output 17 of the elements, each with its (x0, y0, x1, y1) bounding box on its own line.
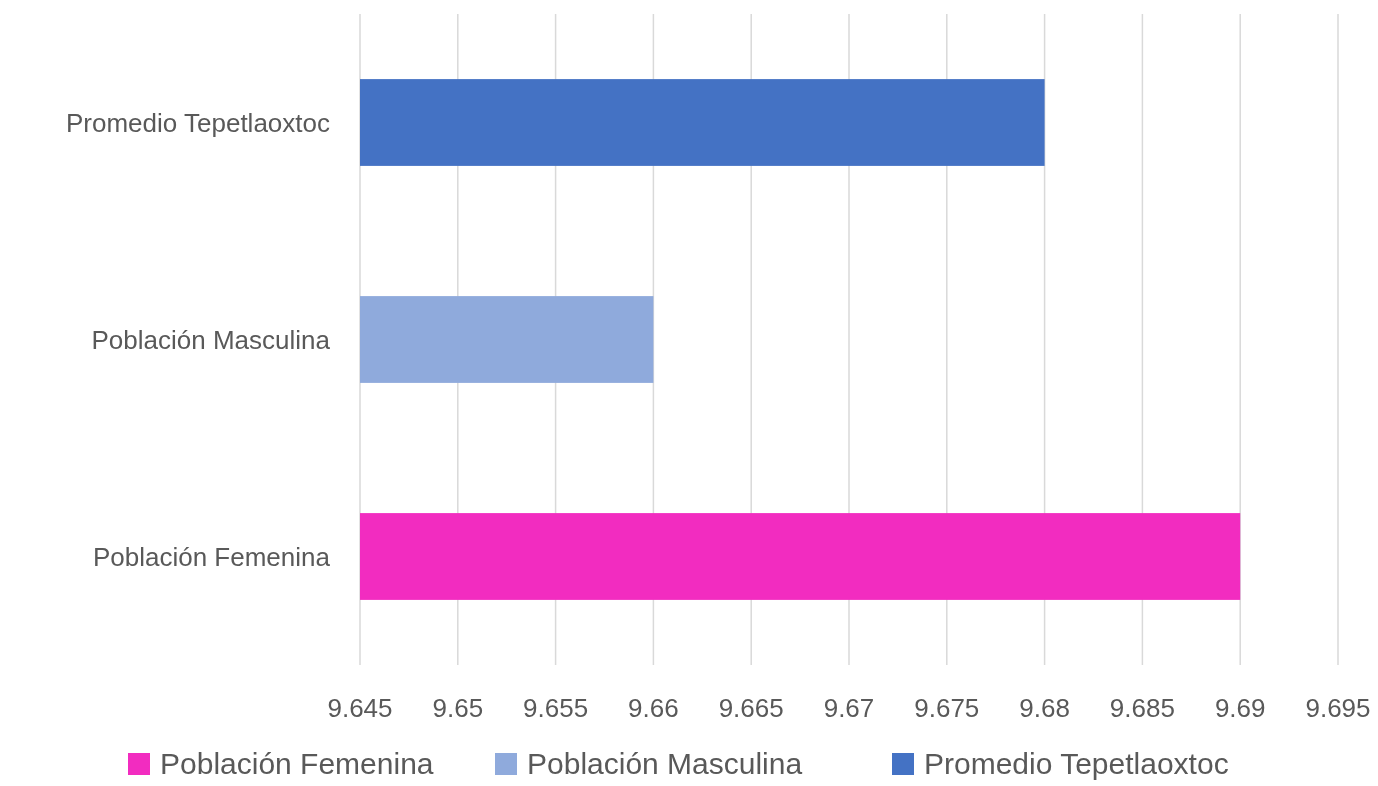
legend-label: Población Masculina (527, 747, 803, 780)
x-tick-label: 9.695 (1305, 693, 1371, 723)
legend-label: Población Femenina (160, 747, 434, 780)
x-tick-label: 9.665 (718, 693, 784, 723)
legend-label: Promedio Tepetlaoxtoc (924, 747, 1229, 780)
y-tick-label: Población Masculina (91, 324, 331, 355)
x-tick-label: 9.65 (432, 693, 484, 723)
x-tick-label: 9.685 (1109, 693, 1175, 723)
x-tick-label: 9.645 (327, 693, 393, 723)
x-tick-label: 9.68 (1019, 693, 1070, 723)
x-tick-label: 9.69 (1214, 693, 1266, 723)
x-tick-label: 9.675 (914, 693, 980, 723)
y-tick-label: Población Femenina (92, 541, 331, 572)
x-tick-label: 9.655 (523, 693, 589, 723)
x-tick-label: 9.67 (823, 693, 875, 723)
x-tick-label: 9.66 (628, 693, 679, 723)
y-tick-label: Promedio Tepetlaoxtoc (65, 107, 330, 138)
